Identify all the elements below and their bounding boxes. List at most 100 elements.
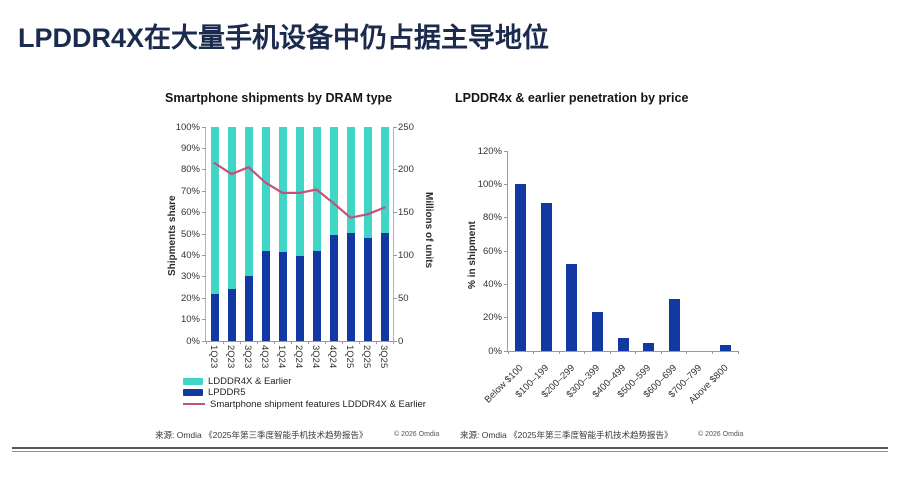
bar-lpddr4x-earlier: [312, 127, 321, 341]
y-axis-tick: [202, 297, 206, 299]
bar-penetration: [643, 342, 655, 351]
bar-lpddr5: [329, 235, 338, 341]
x-axis-tick: [341, 341, 343, 344]
legend-swatch: [183, 389, 203, 397]
left-chart-source: 来源: Omdia 《2025年第三季度智能手机技术趋势报告》: [155, 430, 368, 440]
shipments-line-path: [213, 161, 386, 219]
x-axis-tick: [324, 341, 326, 344]
y-axis-tick: [202, 340, 206, 342]
x-axis-tick: [358, 341, 360, 344]
y-axis-tick: [504, 217, 508, 219]
left-chart-title: Smartphone shipments by DRAM type: [165, 91, 393, 105]
legend-swatch: [183, 378, 203, 386]
secondary-y-axis-tick: [393, 126, 397, 128]
x-tick-label: 4Q24: [326, 345, 338, 369]
secondary-y-tick-label: 50: [398, 292, 409, 304]
bar-lpddr5: [295, 256, 304, 341]
x-axis-tick: [290, 341, 292, 344]
y-tick-label: 90%: [180, 142, 200, 154]
x-tick-label: 1Q25: [343, 345, 355, 369]
right-chart-plot-area: [504, 150, 739, 354]
page-title: LPDDR4X在大量手机设备中仍占据主导地位: [18, 23, 550, 53]
x-tick-label: 2Q23: [224, 345, 236, 369]
y-axis-tick: [504, 150, 508, 152]
secondary-y-tick-label: 150: [398, 207, 414, 219]
y-tick-label: 60%: [482, 245, 502, 257]
x-axis-tick: [307, 341, 309, 344]
y-axis-tick: [202, 147, 206, 149]
left-chart-plot-area: [202, 126, 397, 344]
bar-lpddr4x-earlier: [210, 127, 219, 341]
bar-lpddr4x-earlier: [261, 127, 270, 341]
y-axis-tick: [202, 126, 206, 128]
bar-lpddr4x-earlier: [295, 127, 304, 341]
x-tick-label: 2Q24: [292, 345, 304, 369]
bar-penetration: [617, 337, 629, 351]
x-axis-tick: [609, 351, 611, 354]
left-chart-legend: LDDDR4X & Earlier LPDDR5 Smartphone shipme…: [183, 376, 426, 410]
bar-lpddr5: [227, 288, 236, 341]
x-axis-tick: [533, 351, 535, 354]
secondary-y-tick-label: 0: [398, 335, 404, 347]
bar-penetration: [719, 345, 731, 351]
secondary-y-tick-label: 100: [398, 249, 414, 261]
bar-lpddr4x-earlier: [278, 127, 287, 341]
bar-lpddr5: [380, 232, 389, 341]
x-tick-label: 4Q23: [258, 345, 270, 369]
x-tick-label: 3Q23: [241, 345, 253, 369]
left-chart-copyright: © 2026 Omdia: [394, 431, 440, 438]
bar-lpddr4x-earlier: [363, 127, 372, 341]
x-tick-label: 2Q25: [360, 345, 372, 369]
bar-lpddr5: [346, 232, 355, 341]
y-axis-tick: [202, 233, 206, 235]
x-axis-tick: [660, 351, 662, 354]
x-axis-tick: [635, 351, 637, 354]
y-tick-label: 100%: [175, 121, 200, 133]
x-axis-tick: [558, 351, 560, 354]
x-axis-tick: [392, 341, 394, 344]
bar-lpddr4x-earlier: [244, 127, 253, 341]
bar-penetration: [540, 202, 552, 351]
y-axis-tick: [504, 183, 508, 185]
secondary-y-axis-tick: [393, 212, 397, 214]
bottom-divider: [12, 447, 888, 452]
right-chart-title: LPDDR4x & earlier penetration by price: [455, 91, 689, 105]
bar-lpddr5: [210, 293, 219, 341]
legend-item: LPDDR5: [183, 387, 426, 398]
y-tick-label: 20%: [482, 312, 502, 324]
left-chart-secondary-axis-title: Millions of units: [423, 192, 434, 269]
bar-penetration: [515, 184, 527, 351]
x-tick-label: 1Q24: [275, 345, 287, 369]
x-axis-tick: [256, 341, 258, 344]
y-tick-label: 0%: [488, 345, 502, 357]
y-tick-label: 40%: [482, 278, 502, 290]
x-tick-label-wrap: Above $800: [576, 356, 730, 407]
bar-lpddr4x-earlier: [329, 127, 338, 341]
bar-lpddr5: [278, 252, 287, 341]
y-tick-label: 80%: [482, 212, 502, 224]
secondary-y-axis-tick: [393, 254, 397, 256]
y-tick-label: 0%: [186, 335, 200, 347]
x-tick-label: 1Q23: [207, 345, 219, 369]
bar-penetration: [591, 311, 603, 351]
legend-item: Smartphone shipment features LDDDR4X & E…: [183, 399, 426, 410]
y-tick-label: 60%: [180, 207, 200, 219]
y-tick-label: 80%: [180, 164, 200, 176]
bar-penetration: [566, 264, 578, 351]
secondary-y-tick-label: 250: [398, 121, 414, 133]
right-chart-source: 来源: Omdia 《2025年第三季度智能手机技术趋势报告》: [460, 430, 673, 440]
legend-label: LDDDR4X & Earlier: [208, 376, 292, 388]
legend-label: Smartphone shipment features LDDDR4X & E…: [210, 398, 426, 410]
bar-lpddr5: [363, 238, 372, 341]
x-tick-label: 3Q24: [309, 345, 321, 369]
secondary-y-axis-tick: [393, 340, 397, 342]
x-axis-tick: [686, 351, 688, 354]
secondary-y-tick-label: 200: [398, 164, 414, 176]
y-axis-tick: [504, 283, 508, 285]
y-tick-label: 120%: [477, 145, 502, 157]
right-chart-copyright: © 2026 Omdia: [698, 431, 744, 438]
y-tick-label: 40%: [180, 249, 200, 261]
y-tick-label: 100%: [477, 178, 502, 190]
x-axis-tick: [222, 341, 224, 344]
